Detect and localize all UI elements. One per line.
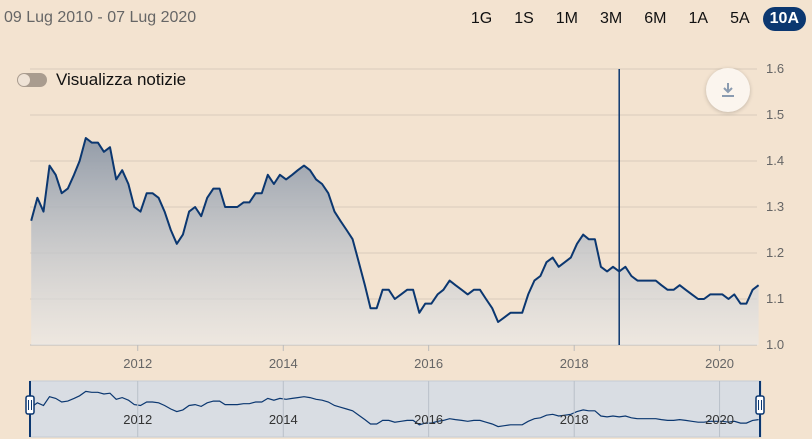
- news-toggle[interactable]: Visualizza notizie: [17, 70, 186, 90]
- x-tick-label: 2018: [560, 356, 589, 371]
- series-line: [30, 137, 760, 323]
- y-tick-label: 1.4: [766, 153, 784, 168]
- date-range: 09 Lug 2010 - 07 Lug 2020: [4, 9, 197, 26]
- period-1a-button[interactable]: 1A: [688, 10, 709, 27]
- y-tick-label: 1.3: [766, 199, 784, 214]
- navigator-window: [29, 380, 762, 438]
- y-tick-label: 1.0: [766, 337, 784, 352]
- navigator-left-handle[interactable]: [25, 395, 35, 415]
- toggle-switch[interactable]: [17, 73, 47, 87]
- x-tick-label: 2014: [269, 356, 298, 371]
- y-tick-label: 1.5: [766, 107, 784, 122]
- toggle-knob: [18, 74, 30, 86]
- y-tick-label: 1.1: [766, 291, 784, 306]
- period-1g-button[interactable]: 1G: [470, 10, 493, 27]
- y-tick-label: 1.6: [766, 61, 784, 76]
- period-10a-button[interactable]: 10A: [762, 7, 806, 31]
- navigator-tick-label: 2014: [269, 412, 298, 427]
- navigator-tick-label: 2018: [560, 412, 589, 427]
- navigator-right-handle[interactable]: [755, 395, 765, 415]
- news-toggle-label: Visualizza notizie: [56, 70, 187, 89]
- x-tick-label: 2016: [414, 356, 443, 371]
- y-tick-label: 1.2: [766, 245, 784, 260]
- period-1m-button[interactable]: 1M: [555, 10, 579, 27]
- navigator-tick-label: 2012: [123, 412, 152, 427]
- x-tick-label: 2012: [123, 356, 152, 371]
- download-button[interactable]: [706, 68, 750, 112]
- series-area: [31, 138, 759, 345]
- x-tick-label: 2020: [705, 356, 734, 371]
- period-5a-button[interactable]: 5A: [730, 10, 750, 27]
- navigator-line: [30, 390, 759, 428]
- period-1s-button[interactable]: 1S: [514, 10, 534, 27]
- period-6m-button[interactable]: 6M: [644, 10, 667, 27]
- download-icon: [722, 83, 734, 97]
- navigator-tick-label: 2020: [705, 412, 734, 427]
- navigator-tick-label: 2016: [414, 412, 443, 427]
- period-selector: 1G 1S 1M 3M 6M 1A 5A 10A: [458, 7, 806, 31]
- period-3m-button[interactable]: 3M: [600, 10, 623, 27]
